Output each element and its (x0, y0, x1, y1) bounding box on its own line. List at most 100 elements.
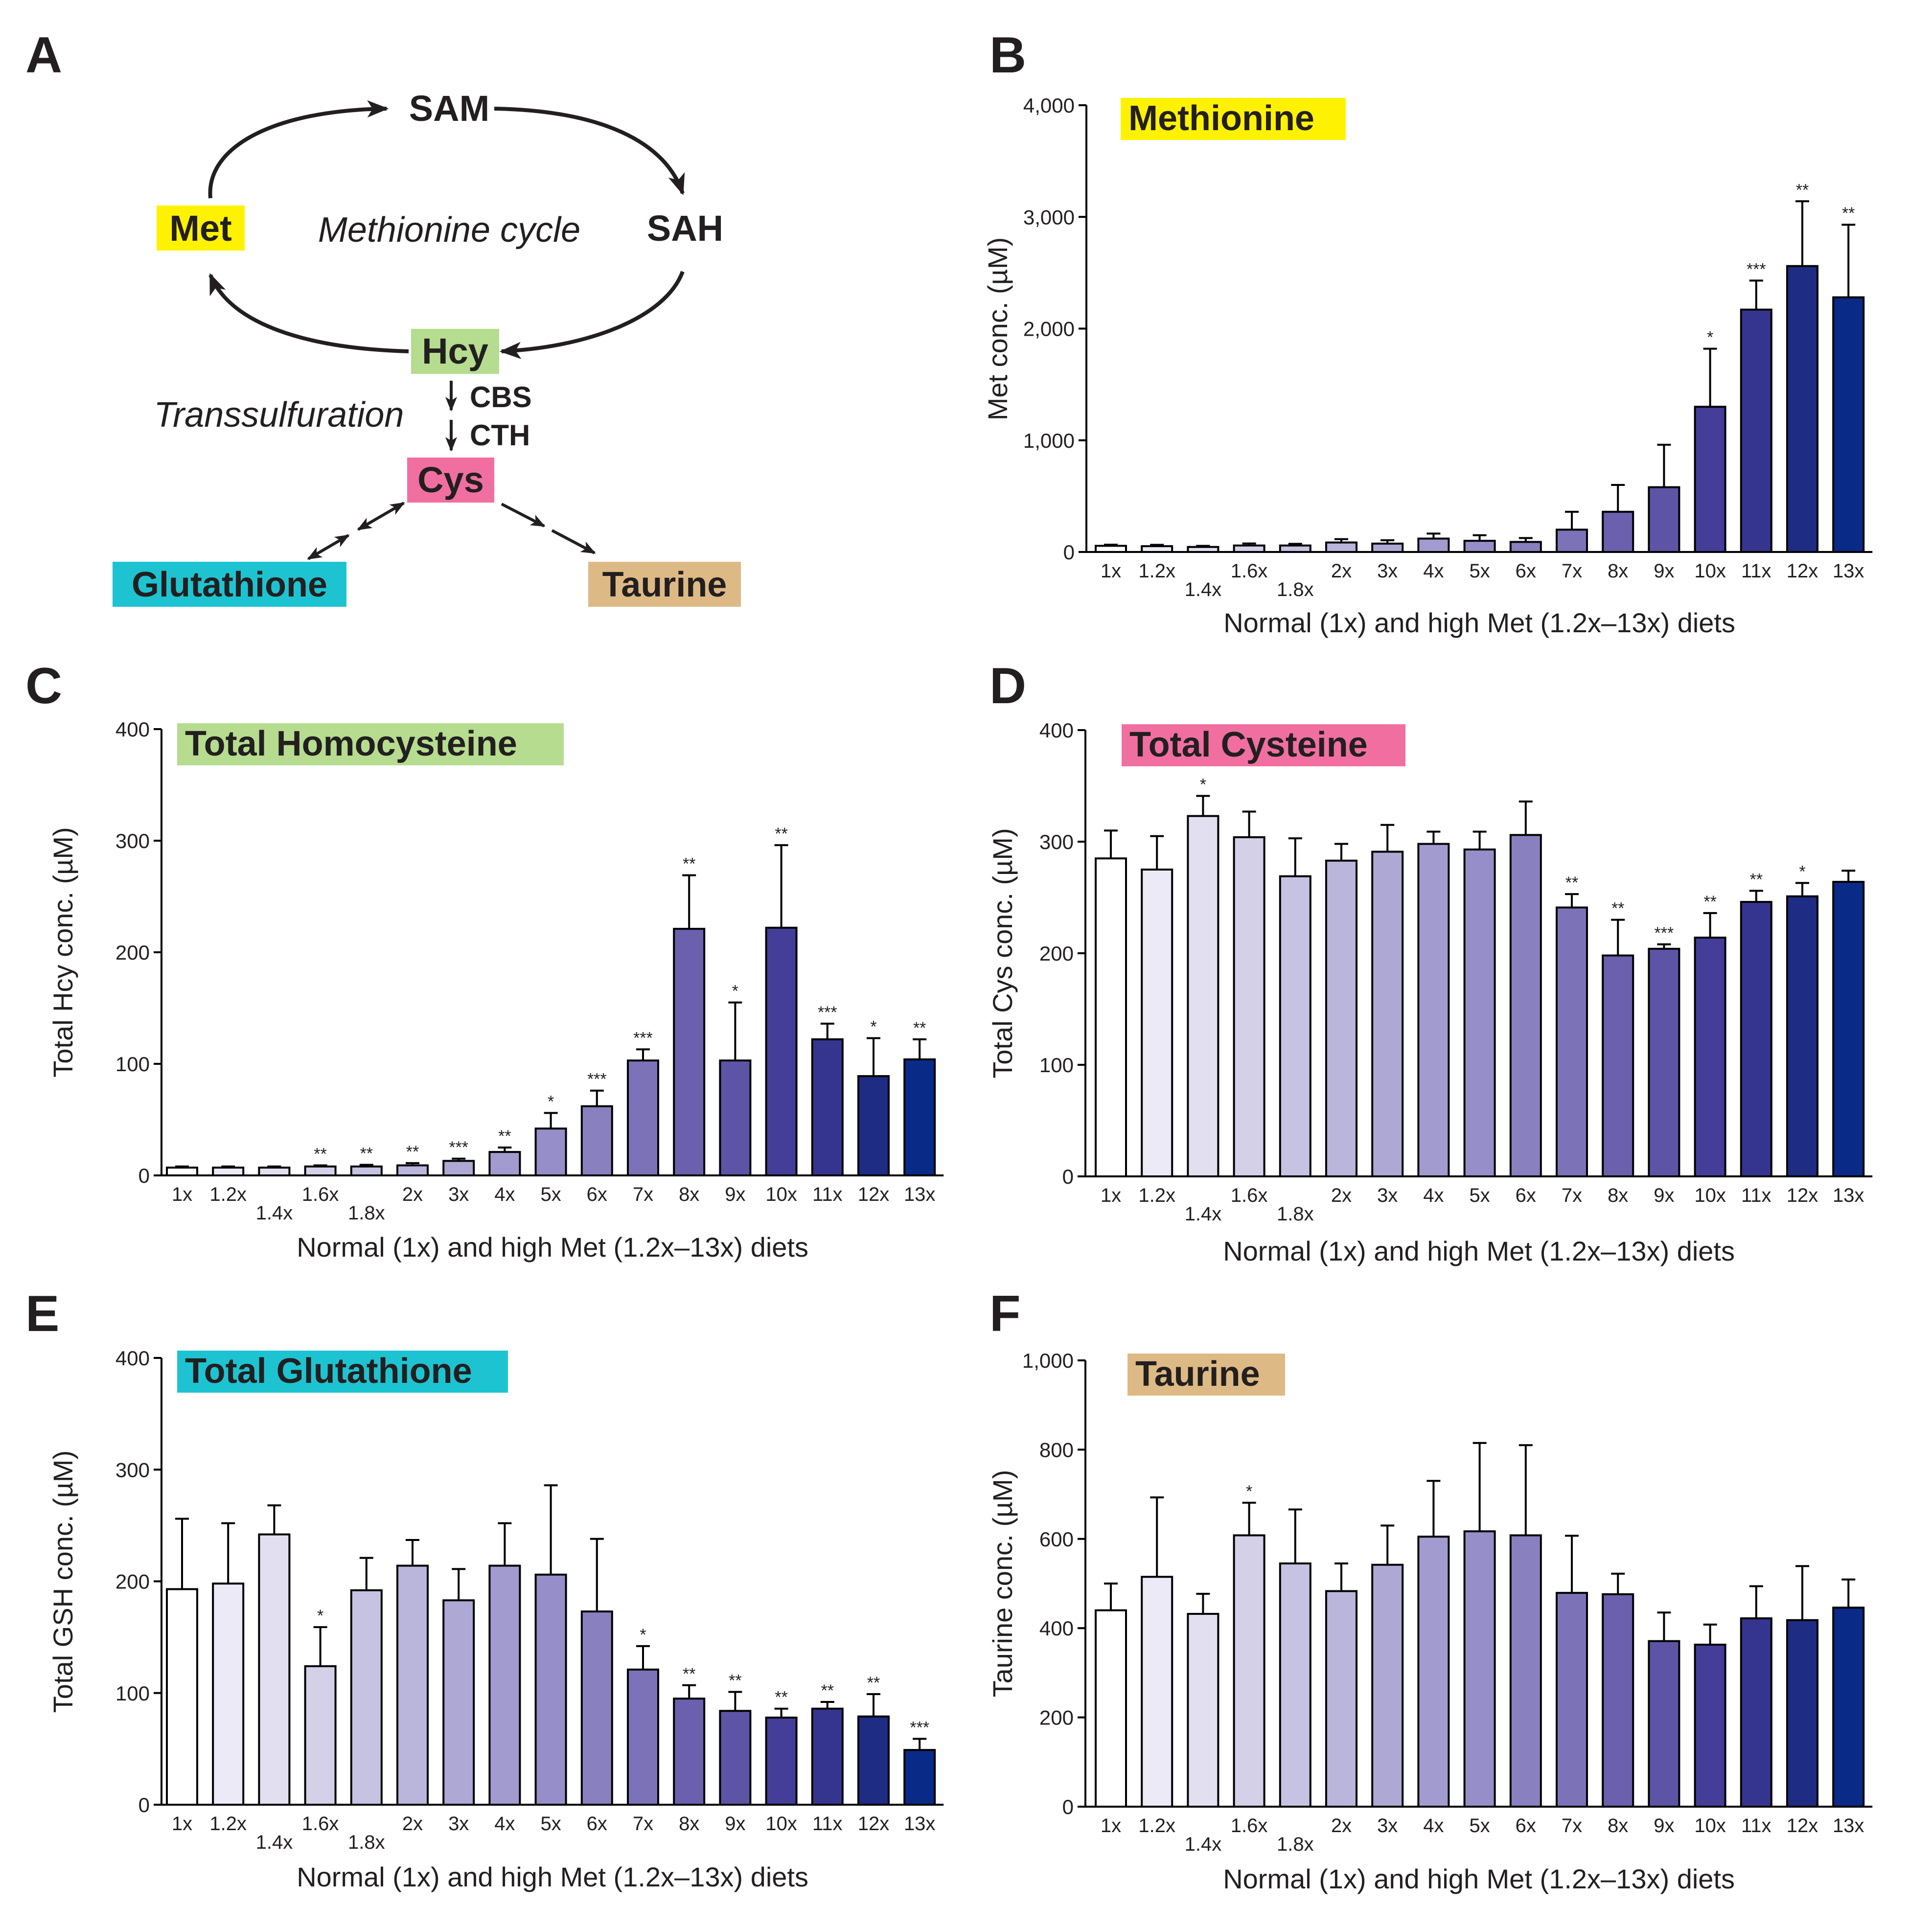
x-tick-label: 1.4x (1185, 579, 1222, 600)
x-tick-label: 11x (1741, 1815, 1771, 1837)
x-tick-label: 1x (172, 1184, 192, 1205)
x-tick-label: 1.2x (1138, 560, 1175, 582)
x-tick-label: 12x (1787, 560, 1818, 582)
arrow-cys-glutathione-2 (307, 534, 350, 560)
x-tick-label: 1.2x (1138, 1185, 1175, 1206)
bar-3x (1371, 1563, 1404, 1808)
significance-marker: ** (913, 1019, 926, 1037)
y-tick-label: 400 (115, 1347, 150, 1370)
bar-10x (1694, 937, 1726, 1177)
bar-1.2x (212, 1583, 245, 1806)
bar-2x (396, 1564, 429, 1806)
x-tick-label: 10x (1694, 1185, 1726, 1206)
x-tick-label: 8x (1608, 560, 1628, 582)
x-tick-label: 6x (1516, 1185, 1536, 1206)
bar-3x (442, 1160, 475, 1177)
significance-marker: *** (633, 1029, 653, 1047)
x-tick-label: 8x (679, 1813, 699, 1835)
bar-13x (1832, 1607, 1865, 1808)
panel-letter-b: B (989, 27, 1026, 84)
cys-highlight (407, 458, 494, 503)
bar-1.4x (1187, 546, 1219, 553)
bar-7x (627, 1668, 659, 1806)
x-tick-label: 7x (1562, 1815, 1582, 1837)
y-tick-label: 0 (1062, 1795, 1074, 1818)
significance-marker: ** (1796, 181, 1809, 199)
bar-4x (1417, 537, 1450, 553)
x-tick-label: 1x (172, 1813, 192, 1835)
bar-4x (488, 1151, 521, 1177)
y-axis-label: Taurine conc. (µM) (987, 1470, 1018, 1698)
bar-12x (1786, 1619, 1818, 1808)
x-tick-label: 10x (765, 1813, 797, 1835)
bar-13x (903, 1749, 936, 1806)
bar-8x (673, 928, 706, 1176)
bar-10x (765, 1716, 798, 1806)
bar-6x (1509, 541, 1542, 553)
y-tick-label: 0 (138, 1164, 150, 1187)
x-tick-label: 5x (540, 1184, 561, 1205)
x-tick-label: 10x (765, 1184, 797, 1205)
y-tick-label: 400 (1039, 1617, 1074, 1640)
x-tick-label: 13x (904, 1813, 936, 1835)
significance-marker: ** (1703, 893, 1716, 911)
bar-11x (1740, 901, 1772, 1177)
bar-4x (488, 1564, 521, 1806)
x-tick-label: 3x (1377, 1815, 1398, 1837)
significance-marker: *** (1655, 924, 1674, 942)
bar-1x (166, 1167, 198, 1177)
x-tick-label: 9x (725, 1184, 745, 1205)
bar-5x (1463, 540, 1496, 553)
chart-title-highlight (1122, 724, 1405, 766)
bar-9x (719, 1059, 752, 1176)
node-taurine: Taurine (602, 565, 727, 604)
significance-marker: * (870, 1018, 876, 1036)
bar-3x (1371, 850, 1404, 1177)
significance-marker: * (317, 1607, 323, 1625)
x-tick-label: 2x (1331, 1185, 1352, 1206)
significance-marker: ** (1750, 870, 1763, 889)
x-tick-label: 13x (904, 1184, 936, 1205)
x-tick-label: 1.6x (302, 1184, 339, 1205)
x-tick-label: 12x (1787, 1185, 1818, 1206)
bar-8x (1602, 510, 1634, 553)
y-tick-label: 0 (1063, 541, 1075, 564)
chart-title-highlight (177, 723, 564, 765)
x-tick-label: 7x (1562, 560, 1582, 582)
bar-12x (857, 1075, 890, 1177)
bar-9x (719, 1710, 752, 1806)
bar-3x (442, 1599, 475, 1806)
arrow-cys-taurine-1 (501, 503, 546, 528)
bar-12x (1786, 265, 1818, 553)
bar-1.8x (350, 1589, 383, 1806)
x-tick-label: 13x (1833, 1185, 1864, 1206)
methionine-cycle-label: Methionine cycle (318, 210, 580, 250)
x-tick-label: 12x (1787, 1815, 1818, 1837)
y-tick-label: 600 (1039, 1528, 1074, 1551)
x-tick-label: 1.6x (1231, 1185, 1268, 1206)
significance-marker: ** (1565, 873, 1578, 892)
x-tick-label: 8x (1608, 1185, 1628, 1206)
bar-1.6x (1233, 544, 1265, 553)
x-tick-label: 11x (1741, 1185, 1771, 1206)
significance-marker: ** (821, 1681, 834, 1700)
bar-1.4x (1187, 815, 1219, 1178)
bar-13x (1832, 881, 1865, 1177)
chart-title: Taurine (1135, 1355, 1260, 1394)
panel-f-taurine-chart: F Taurine 0 200 400 600 800 1,000 Taurine conc. … (987, 1286, 1873, 1894)
panel-e-glutathione-chart: E Total Glutathione 0 100 200 300 400 Total GSH… (25, 1286, 944, 1892)
bar-1x (1095, 857, 1127, 1177)
y-tick-label: 200 (1039, 942, 1074, 965)
x-tick-label: 2x (402, 1813, 423, 1835)
bar-10x (1694, 406, 1726, 553)
panel-c-homocysteine-chart: C Total Homocysteine 0 100 200 300 400 Total Hc… (25, 658, 944, 1263)
enzyme-cbs: CBS (470, 381, 532, 413)
bar-11x (811, 1707, 844, 1806)
bar-7x (627, 1059, 659, 1176)
y-tick-label: 1,000 (1023, 429, 1075, 452)
bar-9x (1648, 947, 1680, 1177)
x-tick-label: 9x (1654, 1815, 1674, 1837)
bar-1.8x (1279, 544, 1311, 553)
x-tick-label: 11x (1741, 560, 1771, 582)
chart-title-highlight (177, 1351, 508, 1393)
